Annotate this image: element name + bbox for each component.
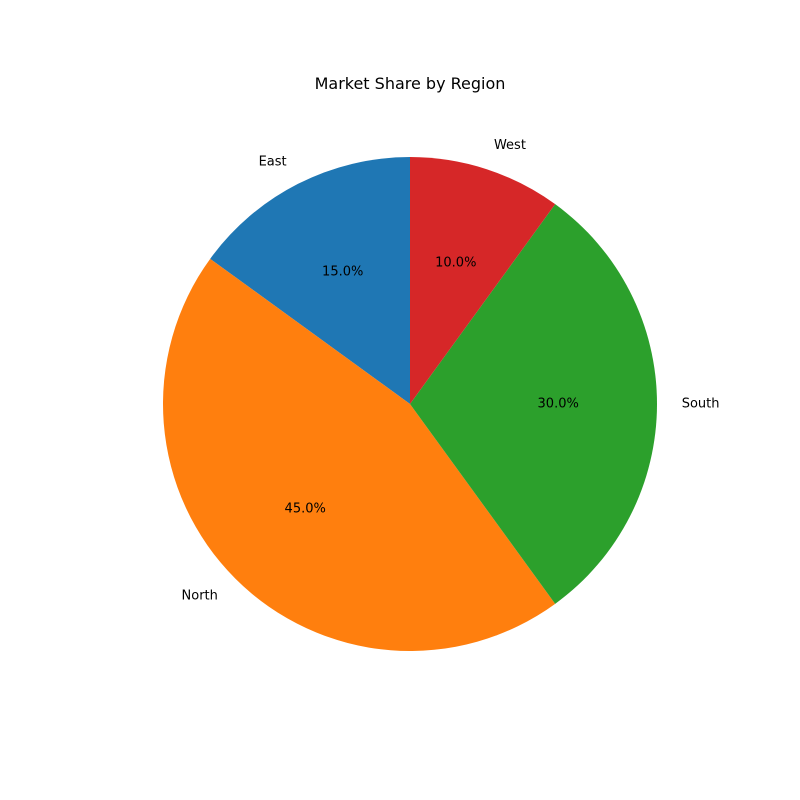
chart-title: Market Share by Region bbox=[315, 74, 506, 93]
percent-label-south: 30.0% bbox=[538, 397, 579, 412]
slice-label-east: East bbox=[259, 154, 287, 169]
percent-label-west: 10.0% bbox=[435, 256, 476, 271]
slice-label-north: North bbox=[182, 589, 218, 604]
slices-layer bbox=[162, 157, 657, 652]
pie-slice-east bbox=[210, 157, 410, 404]
pie-slice-north bbox=[162, 258, 556, 652]
percent-label-north: 45.0% bbox=[285, 501, 326, 516]
labels-layer: East 15.0% North 45.0% South 30.0% West 10.0% bbox=[182, 138, 720, 604]
pie-slice-west bbox=[410, 157, 556, 404]
slice-label-west: West bbox=[494, 138, 526, 153]
slice-label-south: South bbox=[682, 397, 720, 412]
pie-slice-south bbox=[410, 204, 657, 604]
percent-label-east: 15.0% bbox=[322, 264, 363, 279]
